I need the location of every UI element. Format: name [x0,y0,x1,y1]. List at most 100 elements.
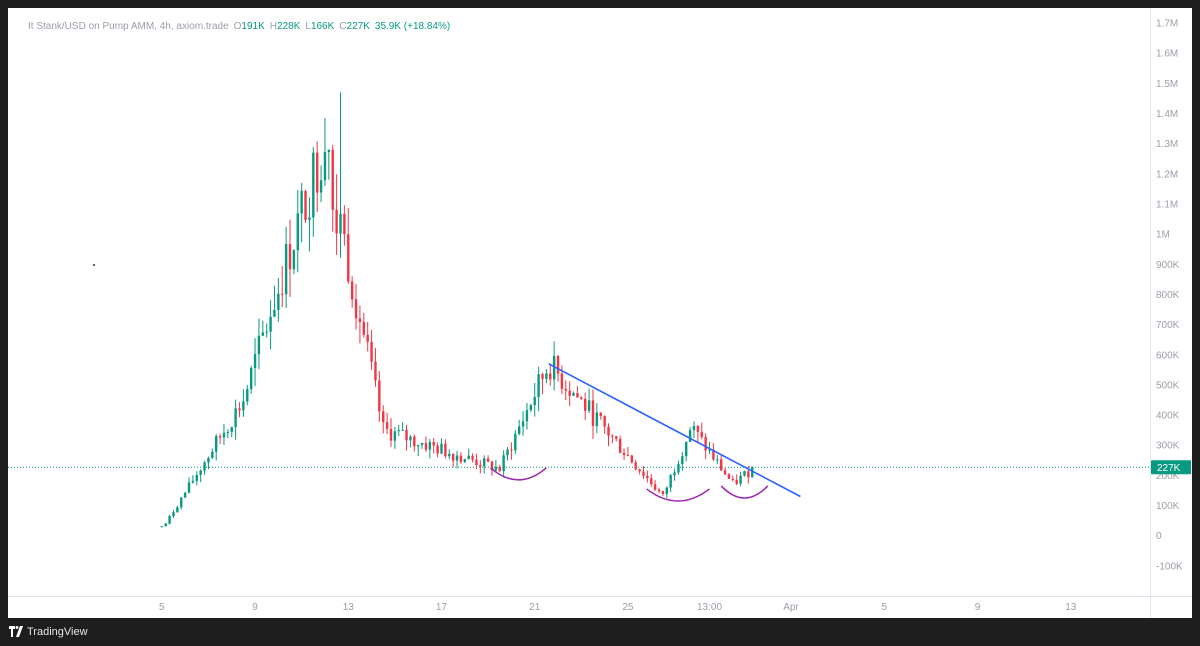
candlestick-chart[interactable]: 1.7M 1.6M 1.5M 1.4M 1.3M 1.2M 1.1M 1M 900K 800K 70… [8,8,1192,618]
candle [584,392,587,421]
candle-body [172,512,175,517]
candle [541,372,544,395]
candle [692,421,696,439]
candle [483,455,486,474]
candle-body [463,459,466,462]
candle-body [211,451,214,459]
candle-body [572,392,575,396]
candle [277,278,280,322]
candle-body [413,436,416,447]
candle-body [525,410,529,422]
candle-body [479,465,482,467]
candle [304,189,307,223]
high-label: H [269,21,278,32]
candle [362,312,366,338]
candle [218,433,222,444]
change-value: 35.9K (+18.84%) [374,21,451,32]
base-arc [489,467,547,481]
y-tick-label: 1.7M [1156,19,1178,30]
symbol-legend: It Stank/USD on Pump AMM, 4h, axiom.trad… [28,21,450,32]
candle [331,144,334,232]
candle [405,424,408,451]
footer-bar: TradingView [0,618,1200,646]
candle-body [339,213,342,234]
candle [525,402,529,430]
tradingview-logo-icon[interactable] [9,626,25,637]
candle-body [517,426,521,434]
tradingview-brand[interactable]: TradingView [27,626,88,638]
candle [494,459,498,473]
candle [382,405,385,434]
y-tick-label: 1.2M [1156,169,1178,180]
candle-body [685,441,688,457]
candle-body [323,152,327,181]
candle-body [719,459,723,471]
candle [572,391,575,396]
candle [510,442,513,460]
symbol-title[interactable]: It Stank/USD on Pump AMM, 4h, axiom.trad… [28,21,229,32]
candle-body [203,462,206,471]
candle [611,434,614,444]
candle [673,469,676,481]
candle [191,475,195,484]
candle-body [440,443,443,454]
candle [517,419,521,436]
candle [176,505,179,513]
candle [653,480,657,491]
candle [366,321,369,352]
candle-body [424,442,428,450]
candle-body [545,373,548,379]
current-price-badge [1151,460,1191,475]
candle [459,452,463,464]
open-label: O [233,21,242,32]
candle-body [494,466,498,471]
candle-body [708,449,711,451]
candle-body [471,455,474,460]
candle-body [510,449,513,451]
candle [549,363,552,386]
candle [203,460,206,475]
candle [347,208,350,284]
candle-body [315,152,319,193]
candle-body [599,412,602,416]
candle-body [459,455,463,462]
candle [661,490,665,497]
candle-body [475,459,478,466]
candle-body [560,373,564,389]
candle-body [533,397,536,406]
candle-body [716,459,719,461]
candle [416,444,420,456]
candle-body [234,408,237,428]
candle-body [281,293,284,295]
candle [374,348,377,387]
candle [273,285,276,317]
candle-body [362,321,366,335]
candle [688,427,692,443]
candle-body [646,476,649,479]
candle [420,442,424,449]
candle-body [327,149,331,153]
chart-frame[interactable]: 1.7M 1.6M 1.5M 1.4M 1.3M 1.2M 1.1M 1M 900K 800K 70… [8,8,1192,618]
candle [199,469,202,483]
candle-body [739,475,742,484]
candle [743,470,746,477]
candle [378,370,381,422]
candle-body [498,466,501,472]
candle [180,497,183,510]
candle-body [584,398,587,411]
candle [308,197,311,252]
candle [712,443,715,461]
drawing-layer [93,264,801,502]
candle [343,205,346,246]
candle [222,424,226,445]
candle [312,146,315,237]
candle [475,453,478,470]
stray-dot [93,264,95,266]
candle [564,380,567,401]
candle [630,454,634,464]
candle [700,422,703,440]
candle [187,477,191,494]
candle-body [397,430,400,432]
candle-body [665,487,668,494]
candle-body [164,523,167,527]
